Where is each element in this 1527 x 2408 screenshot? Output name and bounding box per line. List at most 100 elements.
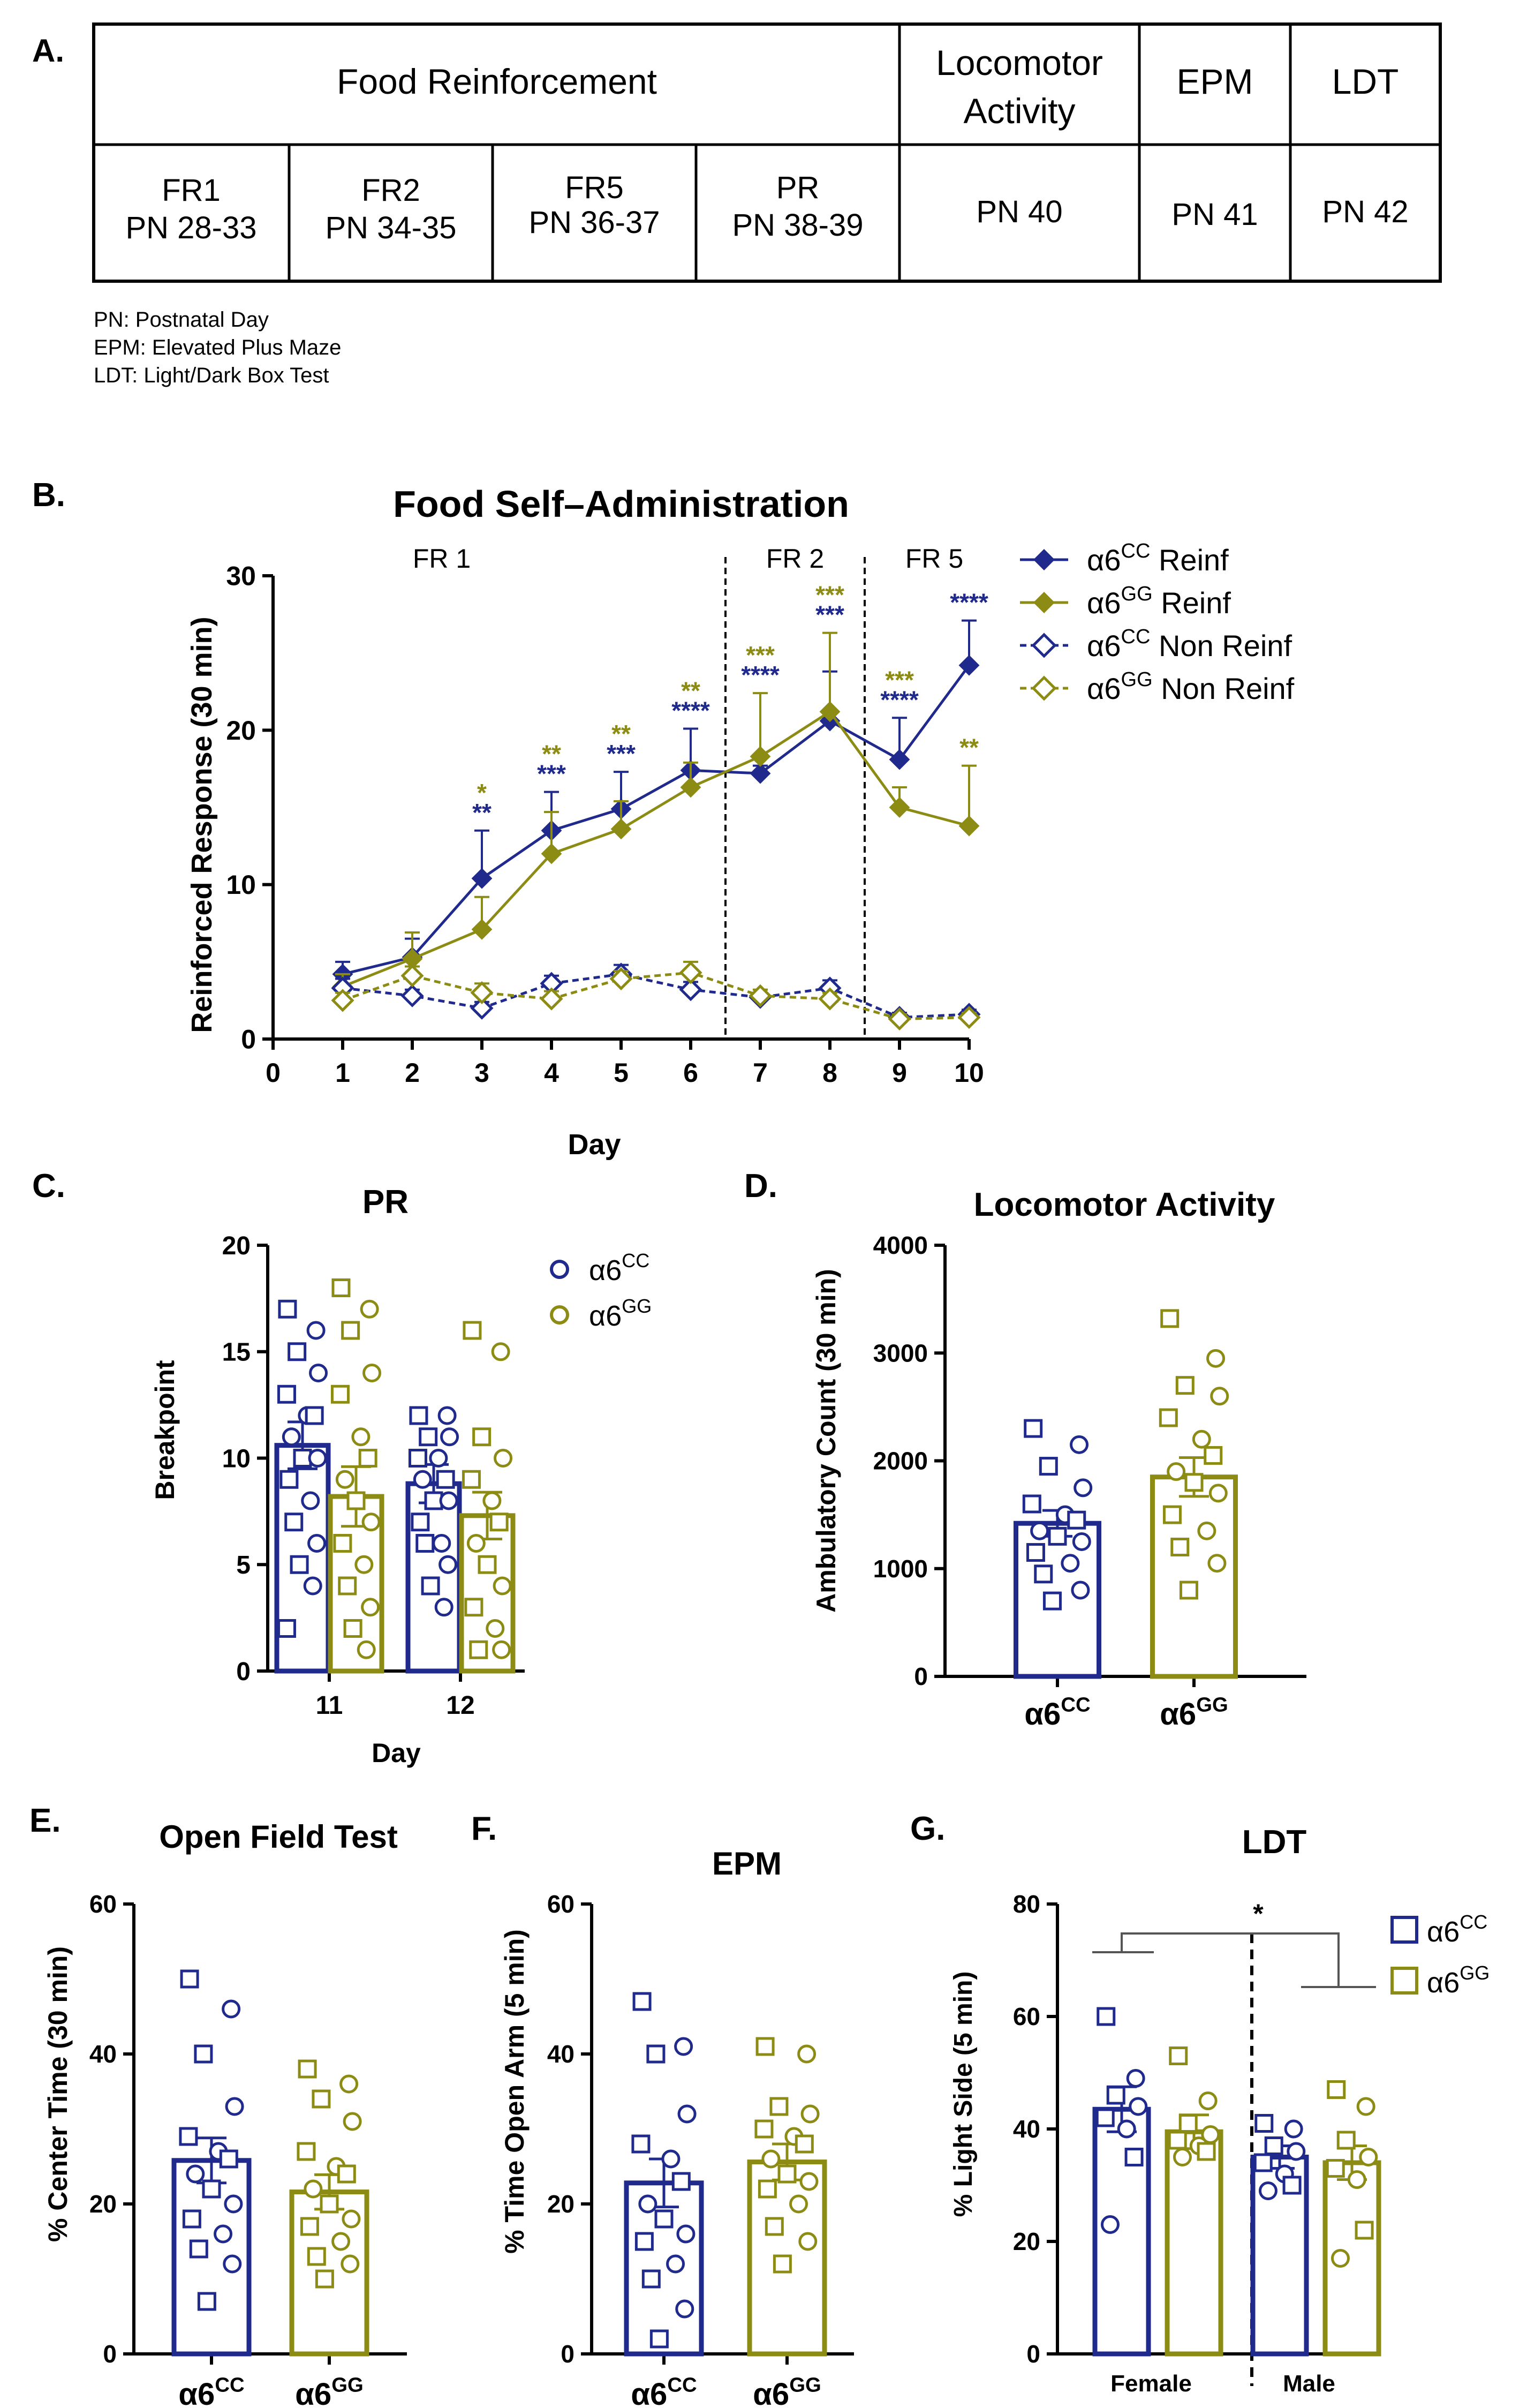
cell-fr2-line2: PN 34-35 — [325, 210, 456, 245]
chart-c-y-tick-label: 10 — [222, 1444, 251, 1473]
chart-c-cc-11-point-square — [288, 1342, 307, 1361]
chart-e-cc-point-circle — [224, 2194, 243, 2214]
cell-pn41: PN 41 — [1171, 197, 1258, 232]
panel-e: E. Open Field Test % Center Time (30 min… — [29, 1802, 407, 2408]
chart-c-cc-12-point-circle — [429, 1449, 448, 1468]
chart-c-cc-11-point-circle — [309, 1364, 328, 1382]
chart-f-title: EPM — [712, 1846, 782, 1882]
chart-b-point — [680, 777, 701, 798]
chart-e-gg-point-square — [320, 2194, 339, 2214]
chart-c-y-tick-label: 20 — [222, 1232, 251, 1260]
chart-e-x-label-gg: α6GG — [295, 2374, 363, 2408]
chart-b-point — [470, 996, 494, 1020]
chart-g-gg-Female-point-square — [1168, 2131, 1187, 2150]
chart-c-cc-11-point-square — [293, 1449, 312, 1468]
chart-e-gg-point-circle — [342, 2209, 361, 2229]
panel-g: G. LDT % Light Side (5 min) 0 20 40 60 80 Fem… — [910, 1810, 1490, 2397]
chart-e-cc-point-square — [179, 2127, 198, 2146]
chart-d-cc-point-circle — [1061, 1554, 1080, 1573]
chart-g-cc-Male-point-circle — [1258, 2181, 1277, 2200]
chart-e-gg-point-circle — [341, 2254, 360, 2274]
svg-text:α6GG Reinf: α6GG Reinf — [1087, 583, 1231, 620]
chart-g-gg-Male-point-circle — [1356, 2097, 1375, 2116]
chart-c-gg-12-point-circle — [492, 1640, 511, 1659]
chart-e-cc-point-circle — [214, 2224, 233, 2244]
header-epm: EPM — [1176, 62, 1253, 101]
chart-b-x-tick-label: 3 — [474, 1058, 489, 1088]
chart-g-gg-Female-point-circle — [1198, 2091, 1218, 2110]
chart-c-cc-12-point-circle — [439, 1491, 458, 1510]
chart-g-cc-Female-point-square — [1124, 2148, 1144, 2166]
chart-g-cc-Male-point-square — [1282, 2176, 1302, 2195]
chart-d-cc-point-circle — [1072, 1532, 1091, 1551]
chart-b-sig-gg: ** — [542, 740, 561, 768]
chart-c-gg-11-point-square — [358, 1449, 377, 1468]
chart-f-cc-point-circle — [677, 2104, 697, 2124]
header-ldt: LDT — [1332, 62, 1399, 101]
chart-g-gg-Male-point-circle — [1359, 2148, 1378, 2166]
chart-d-cc-point-square — [1067, 1510, 1086, 1530]
chart-b-point — [679, 978, 702, 1002]
chart-e-gg-point-square — [297, 2142, 316, 2161]
chart-f-y-tick-label: 20 — [547, 2190, 574, 2218]
chart-c-ylabel: Breakpoint — [150, 1360, 180, 1500]
chart-b-sig-gg: *** — [746, 641, 775, 669]
panel-a-label: A. — [32, 33, 64, 69]
chart-c-gg-11-point-square — [333, 1534, 352, 1553]
chart-d-gg-point-circle — [1167, 1462, 1186, 1481]
chart-c-x-tick-label: 11 — [316, 1691, 343, 1720]
chart-b-point — [471, 868, 493, 889]
chart-g-gg-Female-point-square — [1197, 2142, 1216, 2161]
chart-c-cc-12-point-square — [419, 1427, 438, 1447]
chart-e-y-tick-label: 20 — [89, 2190, 117, 2218]
header-locomotor-line2: Activity — [963, 91, 1075, 131]
chart-d-marks — [1014, 1309, 1238, 1679]
chart-c-gg-12-point-square — [489, 1512, 509, 1532]
chart-f-cc-point-square — [632, 1992, 652, 2011]
legend-entry-gg-nonreinf: α6GG Non Reinf — [1020, 668, 1295, 705]
chart-b-sig-gg: *** — [815, 581, 844, 609]
chart-b-marks: ****************************************… — [331, 581, 988, 1031]
chart-g-ylabel: % Light Side (5 min) — [949, 1971, 978, 2217]
chart-f-gg-point-square — [754, 2119, 774, 2139]
chart-g-gg-Male-point-square — [1336, 2131, 1356, 2150]
chart-b-y-tick-label: 10 — [226, 870, 256, 900]
chart-d-y-tick-label: 3000 — [873, 1339, 928, 1367]
legend-gg-reinf-main: α6 — [1087, 586, 1121, 620]
chart-d-y-tick-label: 4000 — [873, 1231, 928, 1259]
chart-b-y-tick-label: 20 — [226, 716, 256, 746]
chart-e-y-tick-label: 60 — [89, 1890, 117, 1918]
chart-c-gg-11-point-circle — [354, 1555, 374, 1574]
chart-b-point — [610, 818, 632, 840]
chart-b-sig-gg: ** — [611, 720, 631, 748]
chart-g-gg-Female-point-square — [1169, 2046, 1188, 2065]
chart-f-cc-point-square — [646, 2044, 666, 2064]
chart-f-gg-point-square — [795, 2134, 814, 2154]
chart-d-x-label-cc: α6CC — [1024, 1694, 1090, 1732]
legend-g-gg-marker — [1390, 1967, 1418, 1995]
chart-d-gg-point-square — [1184, 1473, 1204, 1492]
chart-d-cc-point-circle — [1074, 1478, 1093, 1498]
chart-c-gg-11-point-circle — [362, 1364, 382, 1382]
chart-e-cc-point-square — [194, 2044, 213, 2064]
chart-c-marks — [274, 1278, 516, 1674]
chart-d-y-tick-label: 1000 — [873, 1555, 928, 1583]
chart-c-cc-12-point-circle — [434, 1598, 453, 1617]
legend-c-cc-marker — [550, 1260, 569, 1279]
legend-gg-nonreinf-sup: GG — [1121, 668, 1153, 691]
legend-entry-cc-nonreinf: α6CC Non Reinf — [1020, 626, 1292, 663]
chart-g-cc-Female-point-circle — [1126, 2069, 1145, 2088]
chart-g-cc-Female-point-circle — [1117, 2119, 1136, 2139]
chart-b-point — [400, 984, 424, 1007]
chart-c-cc-12-point-square — [408, 1449, 427, 1468]
cell-pr-line2: PN 38-39 — [732, 208, 863, 243]
chart-c-y-tick-label: 5 — [236, 1551, 251, 1579]
chart-e-marks — [171, 1969, 369, 2357]
chart-e-cc-point-square — [197, 2292, 216, 2311]
chart-d-gg-point-square — [1170, 1538, 1190, 1556]
chart-f-cc-point-square — [654, 2209, 674, 2229]
chart-b-x-tick-label: 8 — [822, 1058, 837, 1088]
chart-e-cc-point-circle — [225, 2097, 244, 2116]
legend-c-gg-main: α6 — [589, 1300, 622, 1332]
legend-entry-cc-reinf: α6CC Reinf — [1020, 540, 1229, 577]
